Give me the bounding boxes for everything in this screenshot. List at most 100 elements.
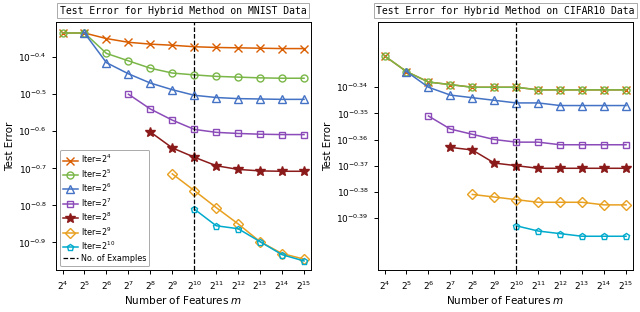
Iter=$2^{4}$ (234, 46, 242, 50)
Iter=$2^{4}$ (513, 85, 520, 89)
Line: Iter=$2^{6}$: Iter=$2^{6}$ (403, 67, 630, 110)
Iter=$2^{7}$ (300, 133, 308, 136)
Iter=$2^{9}$ (168, 172, 176, 176)
X-axis label: Number of Features $m$: Number of Features $m$ (446, 295, 564, 306)
Iter=$2^{10}$ (256, 240, 264, 244)
Iter=$2^{4}$ (168, 43, 176, 47)
Iter=$2^{5}$ (534, 88, 542, 92)
Line: Iter=$2^{8}$: Iter=$2^{8}$ (445, 143, 631, 173)
Line: Iter=$2^{10}$: Iter=$2^{10}$ (513, 222, 630, 240)
Y-axis label: Test Error: Test Error (324, 121, 333, 171)
Iter=$2^{4}$ (622, 88, 630, 92)
Iter=$2^{10}$ (278, 253, 286, 256)
Iter=$2^{7}$ (490, 138, 498, 141)
Iter=$2^{10}$ (234, 227, 242, 231)
Iter=$2^{9}$ (256, 240, 264, 244)
Iter=$2^{10}$ (579, 234, 586, 238)
Iter=$2^{6}$ (490, 99, 498, 102)
Iter=$2^{7}$ (468, 132, 476, 136)
Iter=$2^{8}$ (556, 166, 564, 170)
Line: Iter=$2^{7}$: Iter=$2^{7}$ (125, 91, 307, 138)
Iter=$2^{4}$ (381, 54, 388, 58)
Iter=$2^{7}$ (600, 143, 608, 147)
Iter=$2^{8}$ (490, 161, 498, 165)
Iter=$2^{4}$ (212, 46, 220, 49)
Iter=$2^{10}$ (556, 232, 564, 236)
Iter=$2^{5}$ (300, 76, 308, 80)
Title: Test Error for Hybrid Method on CIFAR10 Data: Test Error for Hybrid Method on CIFAR10 … (376, 6, 634, 16)
Iter=$2^{6}$ (256, 97, 264, 101)
Iter=$2^{10}$ (212, 224, 220, 228)
Iter=$2^{4}$ (59, 31, 67, 35)
Iter=$2^{6}$ (234, 97, 242, 100)
Iter=$2^{10}$ (191, 207, 198, 211)
Title: Test Error for Hybrid Method on MNIST Data: Test Error for Hybrid Method on MNIST Da… (60, 6, 307, 16)
Iter=$2^{7}$ (212, 130, 220, 134)
Iter=$2^{4}$ (579, 88, 586, 92)
Iter=$2^{8}$ (300, 169, 308, 173)
Iter=$2^{4}$ (424, 80, 432, 84)
Line: Iter=$2^{9}$: Iter=$2^{9}$ (169, 170, 307, 263)
Iter=$2^{6}$ (534, 101, 542, 105)
Iter=$2^{5}$ (278, 76, 286, 80)
Iter=$2^{4}$ (556, 88, 564, 92)
Iter=$2^{8}$ (256, 169, 264, 173)
Iter=$2^{10}$ (600, 234, 608, 238)
Iter=$2^{9}$ (468, 193, 476, 196)
Iter=$2^{10}$ (622, 234, 630, 238)
Iter=$2^{4}$ (191, 45, 198, 49)
Iter=$2^{6}$ (191, 93, 198, 97)
Iter=$2^{8}$ (147, 130, 154, 134)
Iter=$2^{10}$ (534, 229, 542, 233)
Iter=$2^{4}$ (278, 47, 286, 51)
Iter=$2^{6}$ (147, 81, 154, 85)
Iter=$2^{5}$ (59, 31, 67, 35)
Iter=$2^{9}$ (191, 189, 198, 193)
Iter=$2^{6}$ (300, 97, 308, 101)
Line: Iter=$2^{4}$: Iter=$2^{4}$ (58, 29, 308, 53)
Iter=$2^{8}$ (468, 148, 476, 152)
Iter=$2^{7}$ (125, 92, 132, 96)
Legend: Iter=$2^{4}$, Iter=$2^{5}$, Iter=$2^{6}$, Iter=$2^{7}$, Iter=$2^{8}$, Iter=$2^{9: Iter=$2^{4}$, Iter=$2^{5}$, Iter=$2^{6}$… (60, 150, 150, 266)
Iter=$2^{5}$ (600, 88, 608, 92)
Iter=$2^{8}$ (234, 168, 242, 171)
Iter=$2^{7}$ (424, 114, 432, 118)
Iter=$2^{7}$ (534, 140, 542, 144)
Iter=$2^{8}$ (212, 164, 220, 168)
Iter=$2^{5}$ (234, 75, 242, 79)
Iter=$2^{4}$ (81, 31, 88, 35)
Iter=$2^{5}$ (579, 88, 586, 92)
Iter=$2^{8}$ (600, 166, 608, 170)
Iter=$2^{7}$ (556, 143, 564, 147)
Iter=$2^{4}$ (256, 46, 264, 50)
Iter=$2^{5}$ (622, 88, 630, 92)
Iter=$2^{7}$ (168, 118, 176, 122)
Iter=$2^{6}$ (212, 96, 220, 100)
Iter=$2^{6}$ (168, 88, 176, 92)
Iter=$2^{9}$ (300, 257, 308, 261)
Iter=$2^{7}$ (622, 143, 630, 147)
Line: Iter=$2^{4}$: Iter=$2^{4}$ (380, 52, 630, 94)
Y-axis label: Test Error: Test Error (6, 121, 15, 171)
Iter=$2^{10}$ (300, 259, 308, 263)
Iter=$2^{5}$ (447, 83, 454, 86)
Iter=$2^{4}$ (468, 85, 476, 89)
Iter=$2^{8}$ (534, 166, 542, 170)
Iter=$2^{6}$ (424, 85, 432, 89)
X-axis label: Number of Features $m$: Number of Features $m$ (124, 295, 243, 306)
Iter=$2^{4}$ (600, 88, 608, 92)
Iter=$2^{5}$ (125, 59, 132, 63)
Iter=$2^{7}$ (513, 140, 520, 144)
Iter=$2^{9}$ (490, 195, 498, 199)
Iter=$2^{6}$ (622, 104, 630, 107)
Iter=$2^{5}$ (490, 85, 498, 89)
Iter=$2^{5}$ (424, 80, 432, 84)
Iter=$2^{7}$ (256, 132, 264, 136)
Line: Iter=$2^{5}$: Iter=$2^{5}$ (381, 52, 630, 93)
Iter=$2^{9}$ (579, 200, 586, 204)
Iter=$2^{6}$ (556, 104, 564, 107)
Iter=$2^{6}$ (403, 70, 410, 73)
Iter=$2^{5}$ (102, 51, 110, 55)
Iter=$2^{9}$ (278, 252, 286, 256)
Iter=$2^{9}$ (212, 206, 220, 209)
